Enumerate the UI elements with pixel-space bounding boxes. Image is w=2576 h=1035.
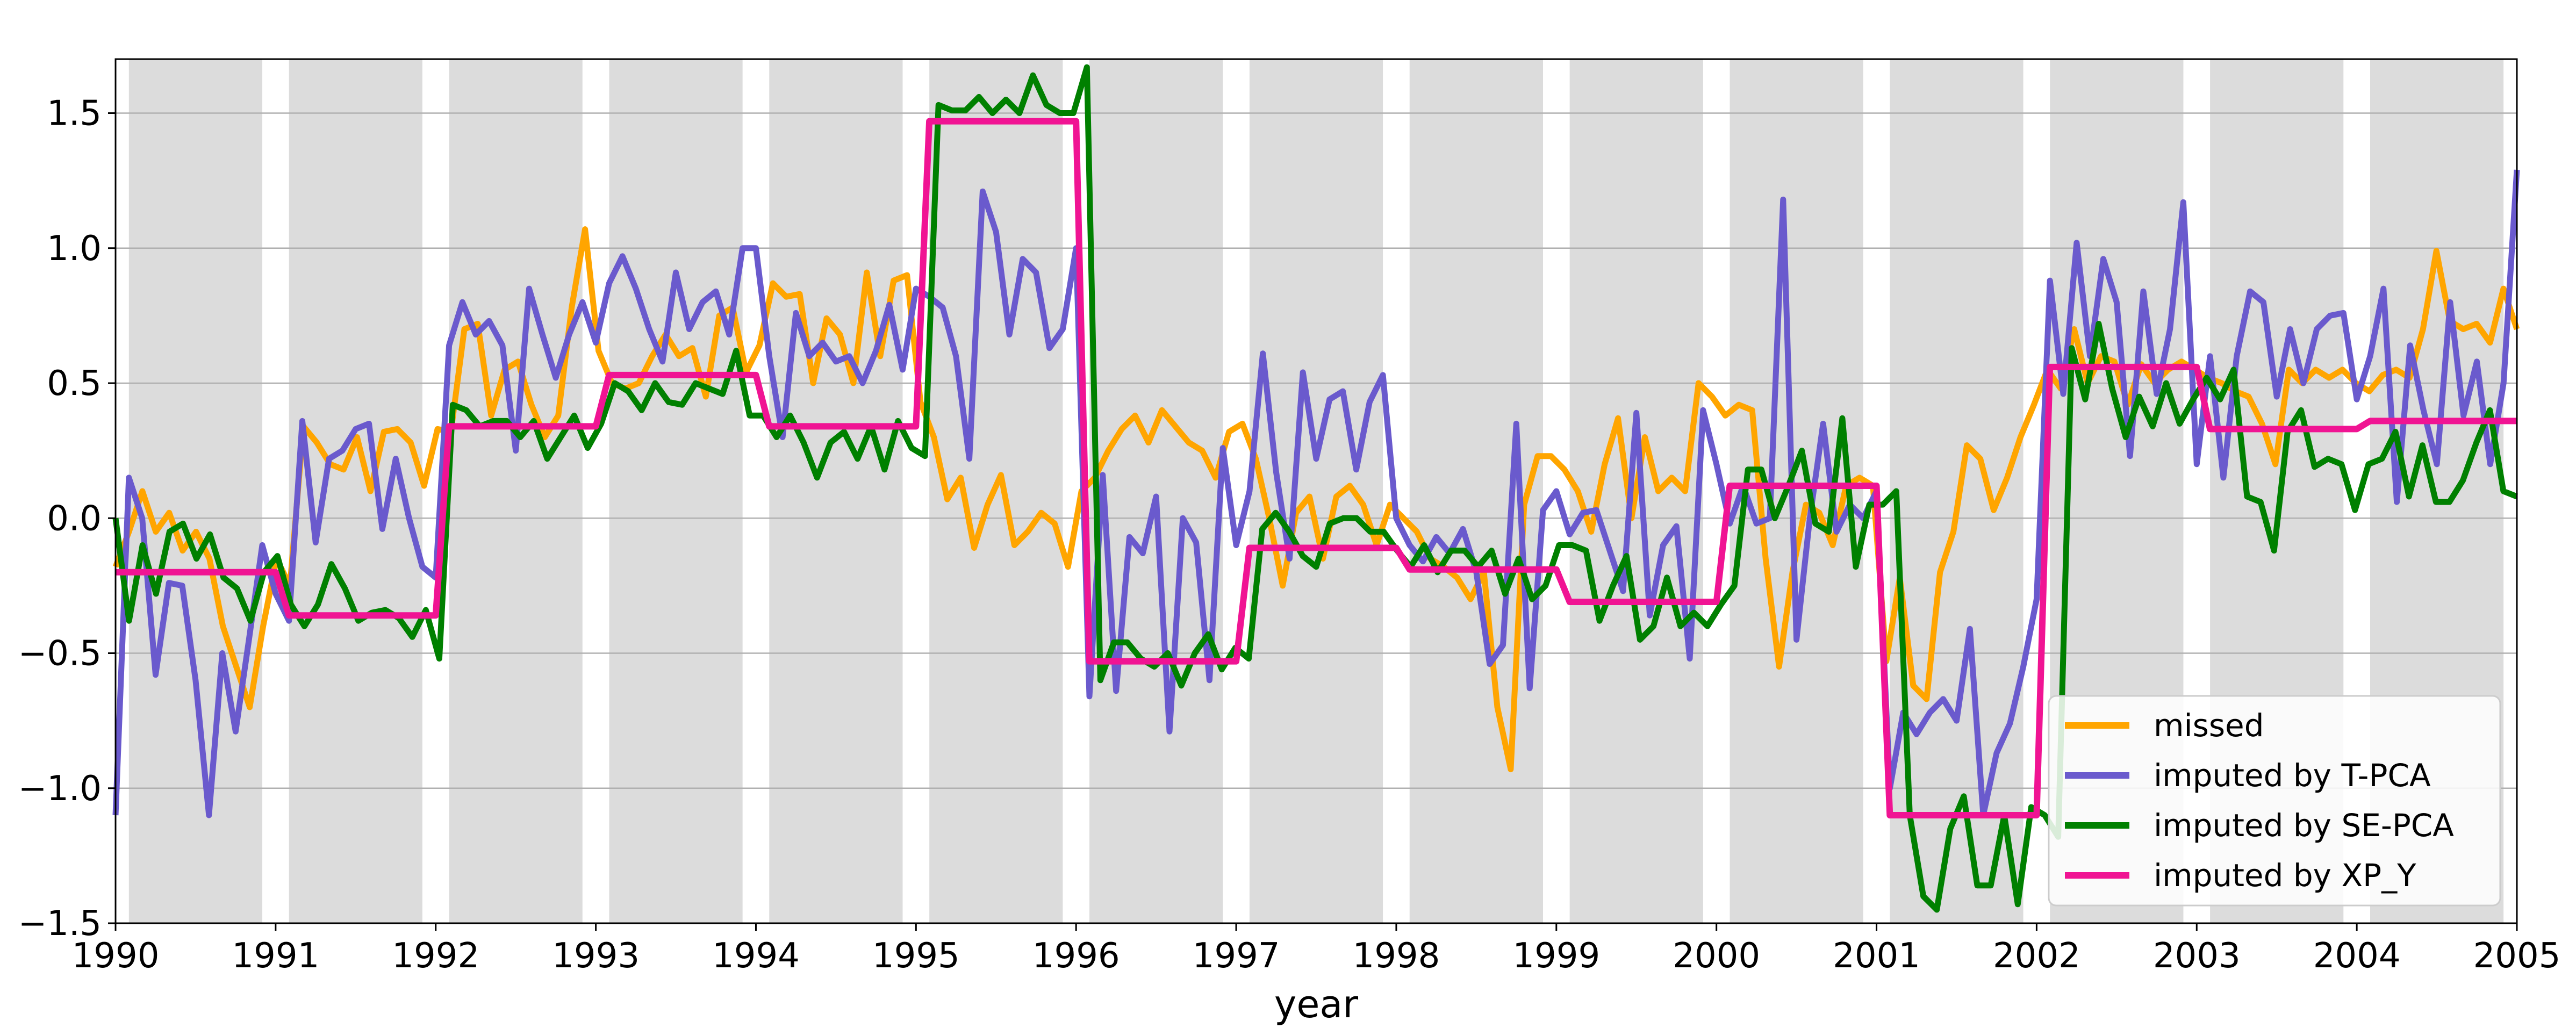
shaded-band (609, 59, 743, 923)
y-tick-label: −1.0 (18, 769, 102, 809)
x-axis-label: year (1274, 982, 1358, 1026)
x-tick-label: 2000 (1673, 936, 1760, 976)
x-tick-label: 2004 (2313, 936, 2401, 976)
legend-box (2048, 695, 2501, 907)
plot-frame (114, 58, 2518, 924)
x-tick-label: 1993 (552, 936, 640, 976)
legend-label: imputed by XP_Y (2154, 857, 2416, 894)
y-tick-label: 1.5 (47, 94, 102, 134)
series-lines (112, 64, 2520, 913)
x-tick-label: 1999 (1512, 936, 1600, 976)
x-axis-ticks: 1990 1991 1992 1993 1994 1995 1996 1997 1998 1999… (72, 923, 2561, 976)
series-line-2 (112, 64, 2518, 913)
x-tick-label: 1995 (872, 936, 960, 976)
shaded-band (1089, 59, 1223, 923)
legend-label: imputed by SE-PCA (2154, 807, 2454, 844)
series-line-3 (116, 118, 2517, 818)
y-tick-label: 0.5 (47, 364, 102, 404)
shaded-band (128, 59, 263, 923)
x-tick-label: 2003 (2153, 936, 2241, 976)
series-line-1 (112, 169, 2520, 818)
y-tick-label: −1.5 (18, 904, 102, 944)
shaded-band (1249, 59, 1383, 923)
x-tick-label: 2005 (2473, 936, 2561, 976)
x-tick-label: 1998 (1352, 936, 1440, 976)
legend-label: imputed by T-PCA (2154, 757, 2431, 794)
x-tick-label: 1996 (1032, 936, 1120, 976)
shaded-band (1730, 59, 1863, 923)
shaded-band (449, 59, 583, 923)
x-tick-label: 1991 (232, 936, 319, 976)
x-tick-label: 1994 (712, 936, 800, 976)
y-tick-label: 1.0 (47, 229, 102, 269)
x-tick-label: 1992 (392, 936, 479, 976)
x-tick-label: 1990 (72, 936, 160, 976)
x-tick-label: 2002 (1993, 936, 2080, 976)
y-tick-label: −0.5 (18, 634, 102, 674)
legend-label: missed (2154, 707, 2264, 744)
x-tick-label: 2001 (1833, 936, 1920, 976)
y-axis-ticks: −1.5 −1.0 −0.5 0.0 0.5 1.0 1.5 (18, 94, 116, 944)
shaded-band (1409, 59, 1543, 923)
shaded-band (769, 59, 903, 923)
x-tick-label: 1997 (1193, 936, 1280, 976)
y-tick-label: 0.0 (47, 499, 102, 538)
legend: missed imputed by T-PCA imputed by SE-PCA i… (2048, 695, 2501, 907)
